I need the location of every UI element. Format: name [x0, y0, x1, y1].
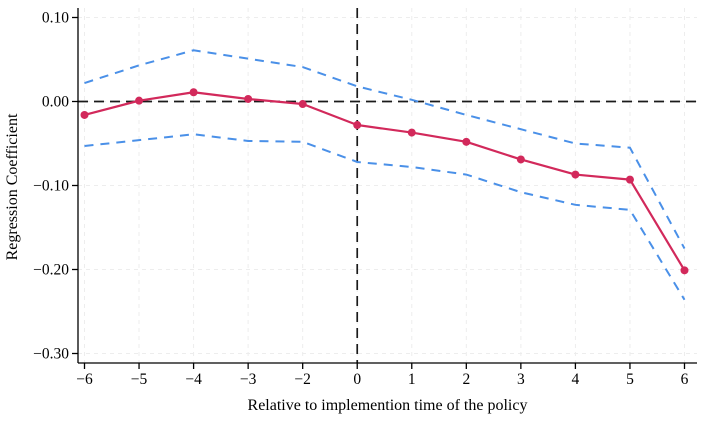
coefficient-marker [80, 110, 89, 119]
x-tick-label: 3 [517, 371, 525, 388]
ci-lower-line [84, 133, 686, 301]
ci-upper-line [84, 49, 686, 249]
y-tick-label: 0.00 [42, 94, 69, 111]
coefficient-marker [625, 175, 634, 184]
x-tick-label: −5 [131, 371, 148, 388]
coefficient-marker [516, 155, 525, 164]
coefficient-marker [244, 94, 253, 103]
coefficient-line [84, 91, 686, 271]
y-axis-title: Regression Coefficient [4, 113, 21, 261]
x-tick-label: −2 [294, 371, 311, 388]
coefficient-marker [353, 121, 362, 130]
x-tick-label: 1 [408, 371, 416, 388]
x-tick-label: 2 [462, 371, 470, 388]
coefficient-marker [298, 100, 307, 109]
x-tick-label: 4 [572, 371, 580, 388]
x-axis-title: Relative to implemention time of the pol… [247, 397, 528, 414]
coefficient-marker [680, 266, 689, 275]
coefficient-marker [407, 128, 416, 137]
coefficient-marker [571, 170, 580, 179]
x-tick-label: −6 [76, 371, 93, 388]
x-tick-label: −4 [185, 371, 202, 388]
x-tick-label: 0 [353, 371, 361, 388]
coefficient-marker [135, 96, 144, 105]
y-tick-label: −0.10 [33, 178, 69, 195]
coefficient-marker [462, 137, 471, 146]
y-tick-label: −0.20 [33, 262, 69, 279]
y-tick-label: −0.30 [33, 346, 69, 363]
x-tick-label: 6 [681, 371, 689, 388]
x-tick-label: 5 [626, 371, 634, 388]
y-tick-label: 0.10 [42, 10, 69, 27]
coefficient-marker [189, 88, 198, 97]
x-tick-label: −3 [240, 371, 257, 388]
